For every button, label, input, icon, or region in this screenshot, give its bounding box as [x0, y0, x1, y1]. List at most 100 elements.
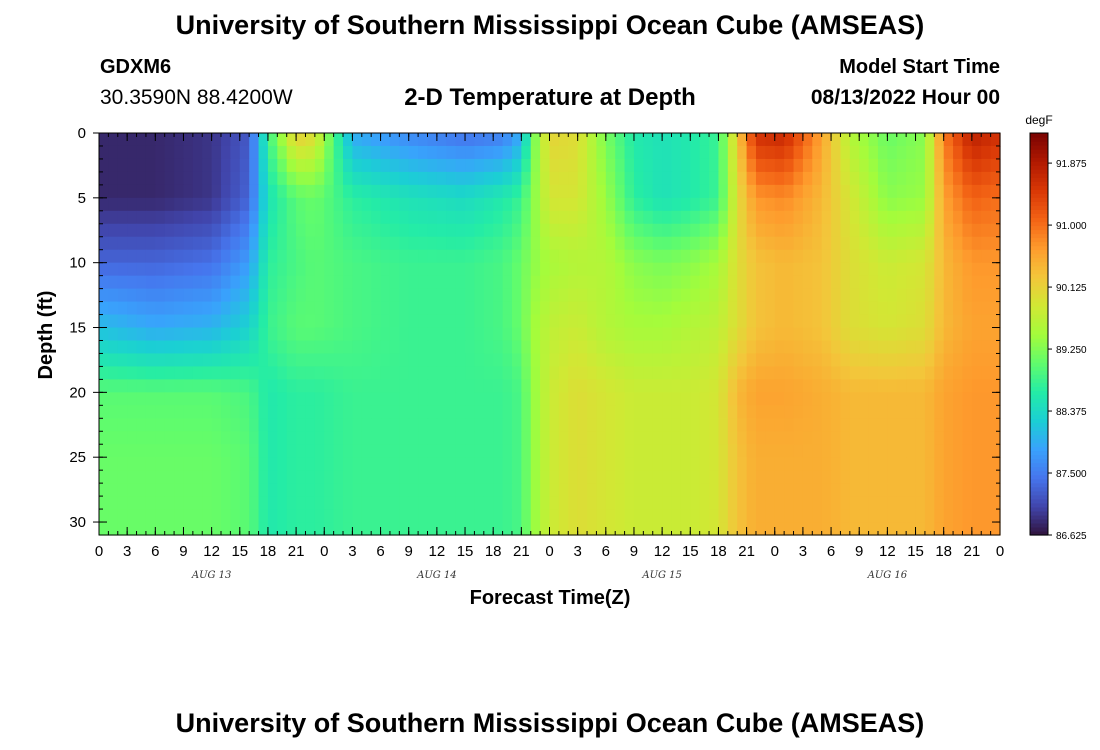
heatmap-cell [408, 249, 419, 264]
heatmap-cell [765, 133, 776, 147]
heatmap-cell [831, 405, 842, 419]
heatmap-cell [859, 301, 870, 316]
heatmap-cell [990, 133, 1001, 147]
heatmap-cell [981, 366, 992, 380]
heatmap-cell [183, 457, 194, 471]
heatmap-cell [549, 133, 560, 147]
heatmap-cell [418, 366, 429, 380]
heatmap-cell [174, 158, 185, 173]
heatmap-cell [868, 327, 879, 342]
heatmap-cell [127, 457, 138, 471]
colorbar-segment [1030, 394, 1048, 399]
heatmap-cell [389, 145, 400, 160]
heatmap-cell [981, 223, 992, 238]
heatmap-cell [784, 405, 795, 419]
heatmap-cell [549, 288, 560, 303]
heatmap-cell [324, 210, 335, 225]
heatmap-cell [568, 340, 579, 355]
heatmap-cell [962, 249, 973, 264]
heatmap-cell [277, 314, 288, 329]
heatmap-cell [587, 223, 598, 238]
heatmap-cell [549, 158, 560, 173]
heatmap-cell [249, 288, 260, 303]
heatmap-cell [371, 223, 382, 238]
heatmap-cell [521, 444, 532, 458]
heatmap-cell [577, 210, 588, 225]
heatmap-cell [408, 405, 419, 419]
heatmap-cell [455, 405, 466, 419]
heatmap-cell [568, 223, 579, 238]
colorbar-segment [1030, 309, 1048, 315]
heatmap-cell [183, 197, 194, 212]
heatmap-cell [164, 366, 175, 380]
heatmap-cell [662, 353, 673, 368]
colorbar-segment [1030, 233, 1048, 239]
heatmap-cell [352, 353, 363, 368]
heatmap-cell [493, 327, 504, 342]
heatmap-cell [840, 522, 851, 536]
heatmap-cell [427, 418, 438, 432]
heatmap-cell [962, 327, 973, 342]
heatmap-cell [802, 197, 813, 212]
heatmap-cell [521, 457, 532, 471]
heatmap-cell [868, 379, 879, 393]
heatmap-cell [831, 288, 842, 303]
heatmap-cell [221, 133, 231, 147]
heatmap-cell [530, 418, 541, 432]
heatmap-cell [934, 158, 945, 173]
heatmap-cell [802, 509, 813, 523]
heatmap-cell [859, 366, 870, 380]
heatmap-cell [962, 470, 973, 484]
colorbar-segment [1030, 213, 1048, 219]
heatmap-cell [192, 171, 203, 186]
heatmap-cell [446, 379, 457, 393]
heatmap-cell [502, 158, 513, 173]
heatmap-cell [267, 444, 278, 458]
heatmap-cell [174, 340, 185, 355]
heatmap-cell [596, 431, 607, 445]
heatmap-cell [474, 288, 485, 303]
heatmap-cell [249, 171, 260, 186]
heatmap-cell [774, 158, 785, 173]
heatmap-cell [258, 379, 269, 393]
heatmap-cell [774, 522, 785, 536]
heatmap-cell [924, 340, 935, 355]
heatmap-cell [568, 133, 579, 147]
heatmap-cell [502, 184, 513, 199]
heatmap-cell [145, 366, 156, 380]
heatmap-cell [474, 418, 485, 432]
heatmap-cell [887, 418, 898, 432]
heatmap-cell [709, 288, 720, 303]
heatmap-cell [971, 366, 982, 380]
heatmap-cell [699, 379, 710, 393]
heatmap-cell [183, 392, 194, 406]
heatmap-cell [455, 509, 466, 523]
heatmap-cell [849, 470, 860, 484]
heatmap-cell [399, 314, 410, 329]
heatmap-cell [99, 418, 109, 432]
heatmap-cell [802, 223, 813, 238]
heatmap-cell [258, 184, 269, 199]
heatmap-cell [399, 470, 410, 484]
heatmap-cell [211, 249, 222, 264]
heatmap-cell [183, 262, 194, 277]
heatmap-cell [164, 418, 175, 432]
heatmap-cell [305, 133, 316, 147]
heatmap-cell [784, 457, 795, 471]
heatmap-cell [962, 522, 973, 536]
heatmap-cell [192, 431, 203, 445]
heatmap-cell [727, 379, 738, 393]
heatmap-cell [690, 184, 701, 199]
heatmap-cell [418, 262, 429, 277]
heatmap-cell [305, 223, 316, 238]
heatmap-cell [108, 457, 119, 471]
heatmap-cell [305, 509, 316, 523]
heatmap-cell [755, 171, 766, 186]
heatmap-cell [943, 405, 954, 419]
heatmap-cell [812, 223, 823, 238]
heatmap-cell [887, 444, 898, 458]
heatmap-cell [483, 133, 494, 147]
heatmap-cell [774, 171, 785, 186]
heatmap-cell [408, 522, 419, 536]
heatmap-cell [737, 522, 748, 536]
